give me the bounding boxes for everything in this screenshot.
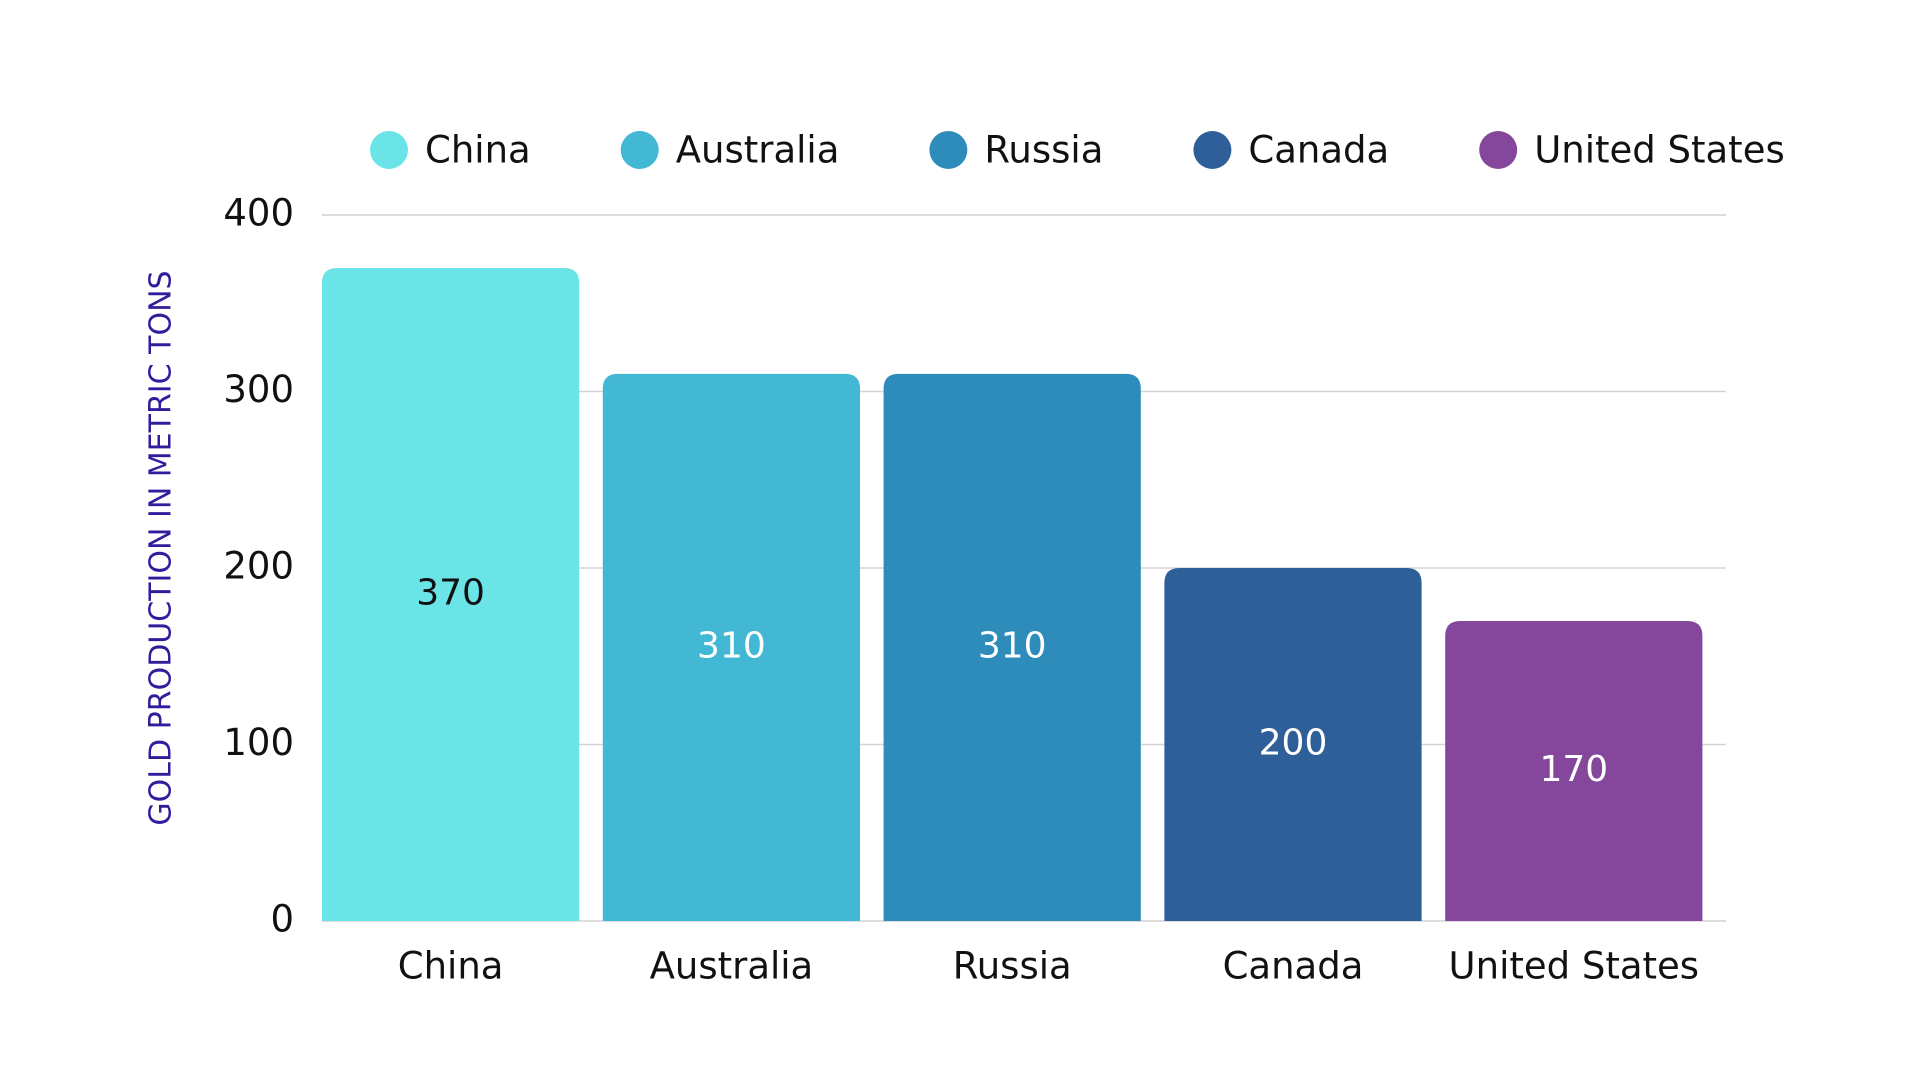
legend-marker	[1479, 131, 1518, 169]
legend-label: Russia	[984, 129, 1103, 172]
bar	[602, 373, 861, 922]
bar	[883, 373, 1141, 922]
y-axis-label: GOLD PRODUCTION IN METRIC TONS	[144, 270, 179, 825]
y-tick-label: 400	[223, 192, 294, 235]
legend-marker	[370, 131, 408, 169]
legend-label: China	[425, 129, 531, 172]
x-tick-label: China	[398, 945, 504, 988]
y-tick-label: 300	[223, 368, 294, 411]
y-tick-label: 0	[270, 898, 294, 941]
legend-label: Canada	[1248, 129, 1389, 172]
legend-marker	[620, 131, 659, 169]
bar	[322, 267, 580, 921]
bar	[1445, 620, 1703, 921]
legend-label: United States	[1534, 129, 1785, 172]
bar	[1164, 568, 1422, 921]
x-tick-label: Canada	[1223, 945, 1364, 988]
y-tick-label: 200	[223, 545, 294, 588]
legend-marker	[1193, 131, 1232, 169]
value-label: 370	[416, 572, 485, 613]
x-tick-label: Russia	[953, 945, 1072, 988]
x-tick-label: Australia	[650, 945, 814, 988]
legend-marker	[929, 131, 968, 169]
legend-label: Australia	[676, 129, 840, 172]
value-label: 200	[1259, 723, 1328, 764]
x-tick-label: United States	[1449, 945, 1700, 988]
value-label: 310	[978, 625, 1047, 666]
value-label: 170	[1539, 749, 1608, 790]
y-tick-label: 100	[223, 721, 294, 764]
value-label: 310	[697, 625, 766, 666]
